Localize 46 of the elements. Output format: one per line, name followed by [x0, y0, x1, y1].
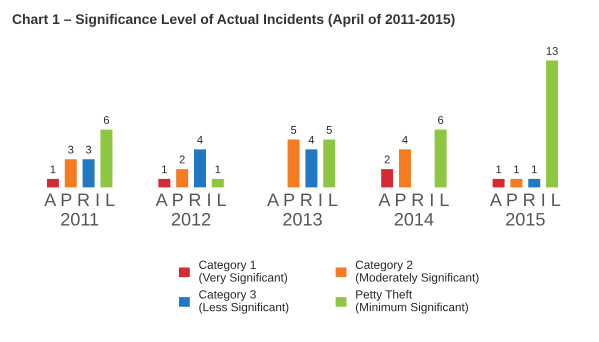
bar — [433, 128, 448, 188]
legend-label: Petty Theft (Minimum Significant) — [356, 290, 468, 314]
legend-label: Category 2 (Moderately Significant) — [356, 260, 478, 284]
x-tick-label: A P R I L 2011 — [44, 194, 115, 226]
bar — [544, 59, 560, 188]
data-label: 4 — [308, 136, 314, 144]
chart-title: Chart 1 – Significance Level of Actual Incidents (April of 2011-2015) — [12, 14, 455, 27]
bar — [192, 148, 208, 188]
bar — [210, 178, 226, 188]
data-label: 1 — [216, 166, 220, 174]
data-label: 6 — [438, 116, 444, 124]
data-label: 1 — [162, 166, 167, 174]
data-label: 4 — [197, 136, 203, 144]
data-label: 1 — [532, 166, 537, 174]
legend-label: Category 1 (Very Significant) — [199, 260, 288, 284]
data-label: 1 — [496, 166, 502, 174]
data-label: 5 — [326, 126, 332, 134]
bar — [509, 178, 524, 188]
bar — [156, 178, 172, 188]
bar — [322, 138, 337, 188]
x-tick-label: A P R I L 2012 — [156, 194, 226, 226]
bar — [63, 158, 78, 188]
data-label: 1 — [514, 166, 519, 174]
x-tick-label: A P R I L 2014 — [378, 194, 449, 226]
data-label: 6 — [104, 116, 110, 124]
bar — [526, 178, 542, 188]
data-label: 13 — [546, 47, 558, 55]
bar — [81, 158, 96, 188]
data-label: 2 — [180, 156, 185, 164]
bar — [174, 168, 190, 188]
bar — [46, 178, 60, 188]
bar — [380, 168, 395, 188]
bar — [304, 148, 319, 188]
bar — [286, 138, 301, 188]
data-label: 5 — [290, 126, 296, 134]
x-tick-label: A P R I L 2013 — [267, 194, 338, 226]
data-label: 3 — [68, 146, 74, 154]
x-tick-label: A P R I L 2015 — [490, 194, 560, 226]
bar — [99, 128, 114, 188]
data-label: 4 — [402, 136, 408, 144]
bar — [491, 178, 506, 188]
legend-label: Category 3 (Less Significant) — [199, 290, 288, 314]
bar — [398, 148, 412, 188]
data-label: 1 — [50, 166, 56, 174]
data-label: 3 — [86, 146, 92, 154]
data-label: 2 — [384, 156, 390, 164]
